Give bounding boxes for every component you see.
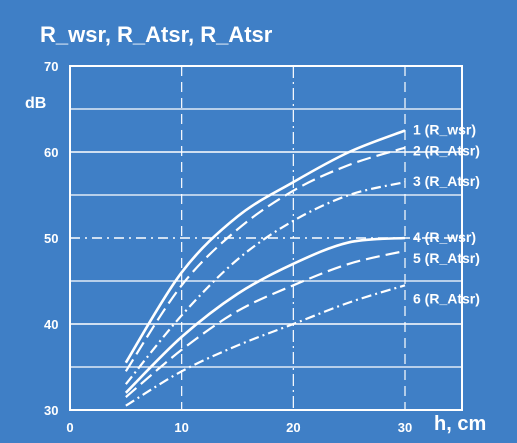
series-lines bbox=[124, 129, 406, 407]
series-label-4: 4 (R_wsr) bbox=[413, 229, 476, 245]
grid bbox=[70, 65, 462, 410]
y-tick-label: 40 bbox=[44, 317, 58, 332]
y-tick-label: 30 bbox=[44, 403, 58, 418]
series-line-4 bbox=[124, 236, 406, 394]
series-line-1 bbox=[124, 129, 406, 364]
x-tick-label: 10 bbox=[174, 420, 188, 435]
series-label-2: 2 (R_Atsr) bbox=[413, 143, 480, 159]
y-axis-label: dB bbox=[25, 95, 46, 112]
x-tick-label: 20 bbox=[286, 420, 300, 435]
y-tick-label: 50 bbox=[44, 231, 58, 246]
axes bbox=[69, 65, 463, 411]
series-label-6: 6 (R_Atsr) bbox=[413, 290, 480, 306]
series-line-2 bbox=[124, 146, 406, 372]
x-tick-label: 0 bbox=[66, 420, 73, 435]
y-tick-label: 70 bbox=[44, 59, 58, 74]
series-line-5 bbox=[125, 249, 406, 398]
labels: 30 40 50 60 70 0 10 20 30 1 (R_wsr) 2 (R_Atsr) 3 (R… bbox=[44, 59, 480, 435]
chart-title: R_wsr, R_Atsr, R_Atsr bbox=[40, 22, 273, 47]
series-label-5: 5 (R_Atsr) bbox=[413, 250, 480, 266]
plot-frame bbox=[69, 65, 463, 411]
y-tick-label: 60 bbox=[44, 145, 58, 160]
x-tick-label: 30 bbox=[398, 420, 412, 435]
x-axis-label: h, cm bbox=[434, 413, 486, 435]
series-label-3: 3 (R_Atsr) bbox=[413, 173, 480, 189]
series-label-1: 1 (R_wsr) bbox=[413, 122, 476, 138]
